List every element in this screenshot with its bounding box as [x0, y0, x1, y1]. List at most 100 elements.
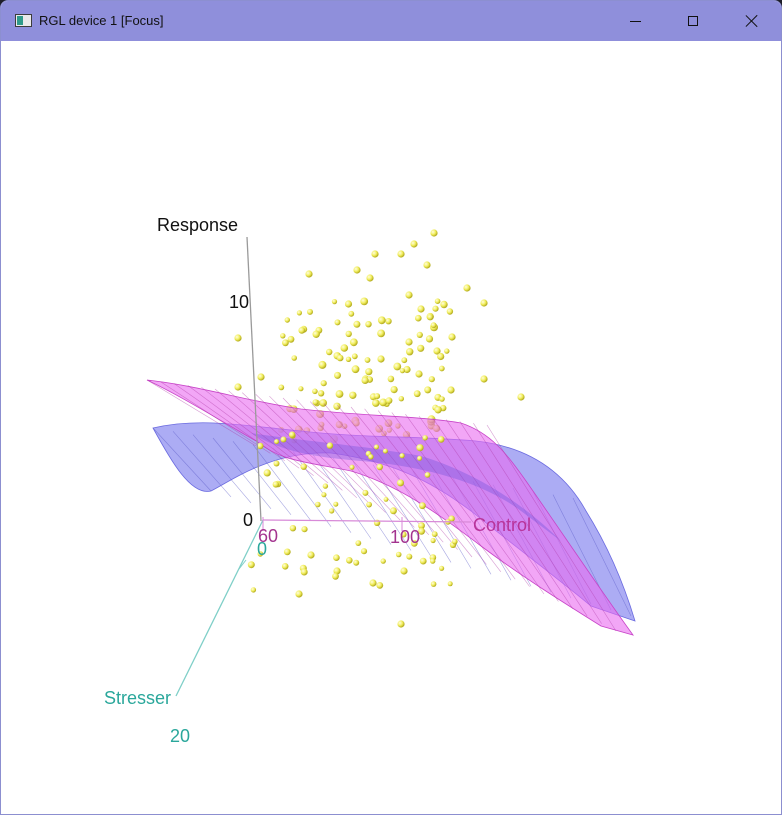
data-point	[430, 322, 437, 329]
data-point	[417, 305, 425, 313]
data-point	[390, 386, 398, 394]
surface-grid-line	[152, 427, 212, 492]
data-point	[307, 308, 313, 315]
data-point	[403, 365, 411, 374]
surface-grid-line	[214, 388, 329, 484]
data-point	[437, 436, 445, 443]
stresser-tick-label: 0	[257, 539, 267, 559]
surface-grid-line	[418, 415, 545, 595]
surface-overlap	[251, 433, 561, 541]
data-point	[399, 453, 405, 459]
close-button[interactable]	[723, 1, 781, 41]
surface-grid-line	[377, 410, 502, 572]
surface-grid-line	[350, 406, 473, 558]
data-point	[335, 390, 344, 398]
data-point	[365, 368, 373, 376]
data-point	[428, 376, 435, 383]
data-point	[430, 581, 437, 587]
data-point	[349, 338, 358, 347]
surface-grid-line	[391, 412, 516, 580]
data-point	[351, 353, 358, 360]
surface-grid-line	[160, 381, 271, 454]
data-point	[446, 308, 454, 315]
surface-grid-line	[296, 399, 415, 528]
data-point	[415, 314, 422, 322]
3d-viewport[interactable]: Response 10 0 60 100 Control 0 Stresser …	[1, 41, 781, 815]
surface-grid-line	[146, 379, 257, 447]
scatter-points-front	[247, 431, 458, 593]
data-point	[463, 284, 471, 292]
data-point	[413, 390, 421, 398]
surface-grid-line	[432, 417, 559, 602]
data-point	[288, 431, 296, 438]
surface-grid-line	[201, 386, 314, 476]
data-point	[333, 554, 340, 561]
data-point	[440, 300, 448, 309]
response-tick-label: 0	[243, 510, 253, 530]
surface-grid-line	[473, 423, 602, 624]
data-point	[447, 386, 455, 394]
data-point	[419, 557, 427, 565]
minimize-button[interactable]	[606, 1, 664, 41]
data-point	[385, 318, 392, 325]
surface-grid-line	[405, 414, 530, 587]
surface-grid-line	[255, 394, 372, 506]
title-bar[interactable]: RGL device 1 [Focus]	[1, 1, 781, 41]
data-point	[400, 531, 407, 538]
data-point	[430, 537, 436, 544]
data-point	[331, 299, 338, 305]
data-point	[432, 305, 439, 312]
data-point	[333, 501, 339, 507]
data-point	[406, 553, 413, 560]
data-point	[401, 357, 408, 364]
data-point	[385, 397, 393, 404]
surface-grid-line	[232, 441, 292, 515]
data-point	[353, 320, 361, 328]
data-point	[439, 565, 445, 571]
data-point	[439, 396, 445, 402]
data-point	[312, 330, 320, 338]
close-icon	[745, 14, 759, 28]
3d-scene[interactable]: Response 10 0 60 100 Control 0 Stresser …	[1, 41, 781, 815]
data-point	[333, 567, 341, 575]
data-point	[480, 375, 488, 383]
data-point	[427, 314, 434, 321]
data-point	[405, 291, 413, 299]
stresser-tick-mark	[238, 559, 247, 570]
data-point	[365, 321, 372, 328]
data-point	[410, 540, 418, 547]
data-point	[406, 348, 414, 356]
data-point	[380, 558, 386, 564]
data-point	[340, 344, 349, 352]
data-point	[300, 568, 308, 576]
data-point	[366, 501, 372, 508]
data-point	[281, 563, 289, 570]
data-point	[257, 442, 264, 450]
data-point	[315, 501, 321, 508]
data-point	[424, 472, 431, 478]
data-point	[344, 300, 353, 308]
stresser-axis	[175, 519, 264, 697]
maximize-button[interactable]	[664, 1, 722, 41]
data-point	[374, 444, 379, 450]
data-point	[418, 527, 425, 535]
data-point	[517, 393, 525, 401]
data-point	[353, 266, 361, 274]
data-point	[247, 561, 255, 569]
data-point	[289, 525, 297, 532]
data-point	[291, 355, 298, 361]
data-point	[369, 579, 377, 587]
surface-grid-line	[312, 454, 372, 539]
data-point	[366, 274, 374, 282]
data-point	[397, 479, 404, 487]
data-point	[307, 551, 315, 559]
surface-grid-line	[192, 434, 252, 504]
data-point	[280, 436, 287, 443]
data-point	[287, 335, 295, 343]
surface-grid-line	[323, 403, 444, 543]
data-point	[437, 352, 445, 361]
data-point	[326, 442, 334, 449]
data-point	[372, 399, 380, 407]
data-point	[298, 386, 304, 392]
data-point	[447, 581, 453, 587]
